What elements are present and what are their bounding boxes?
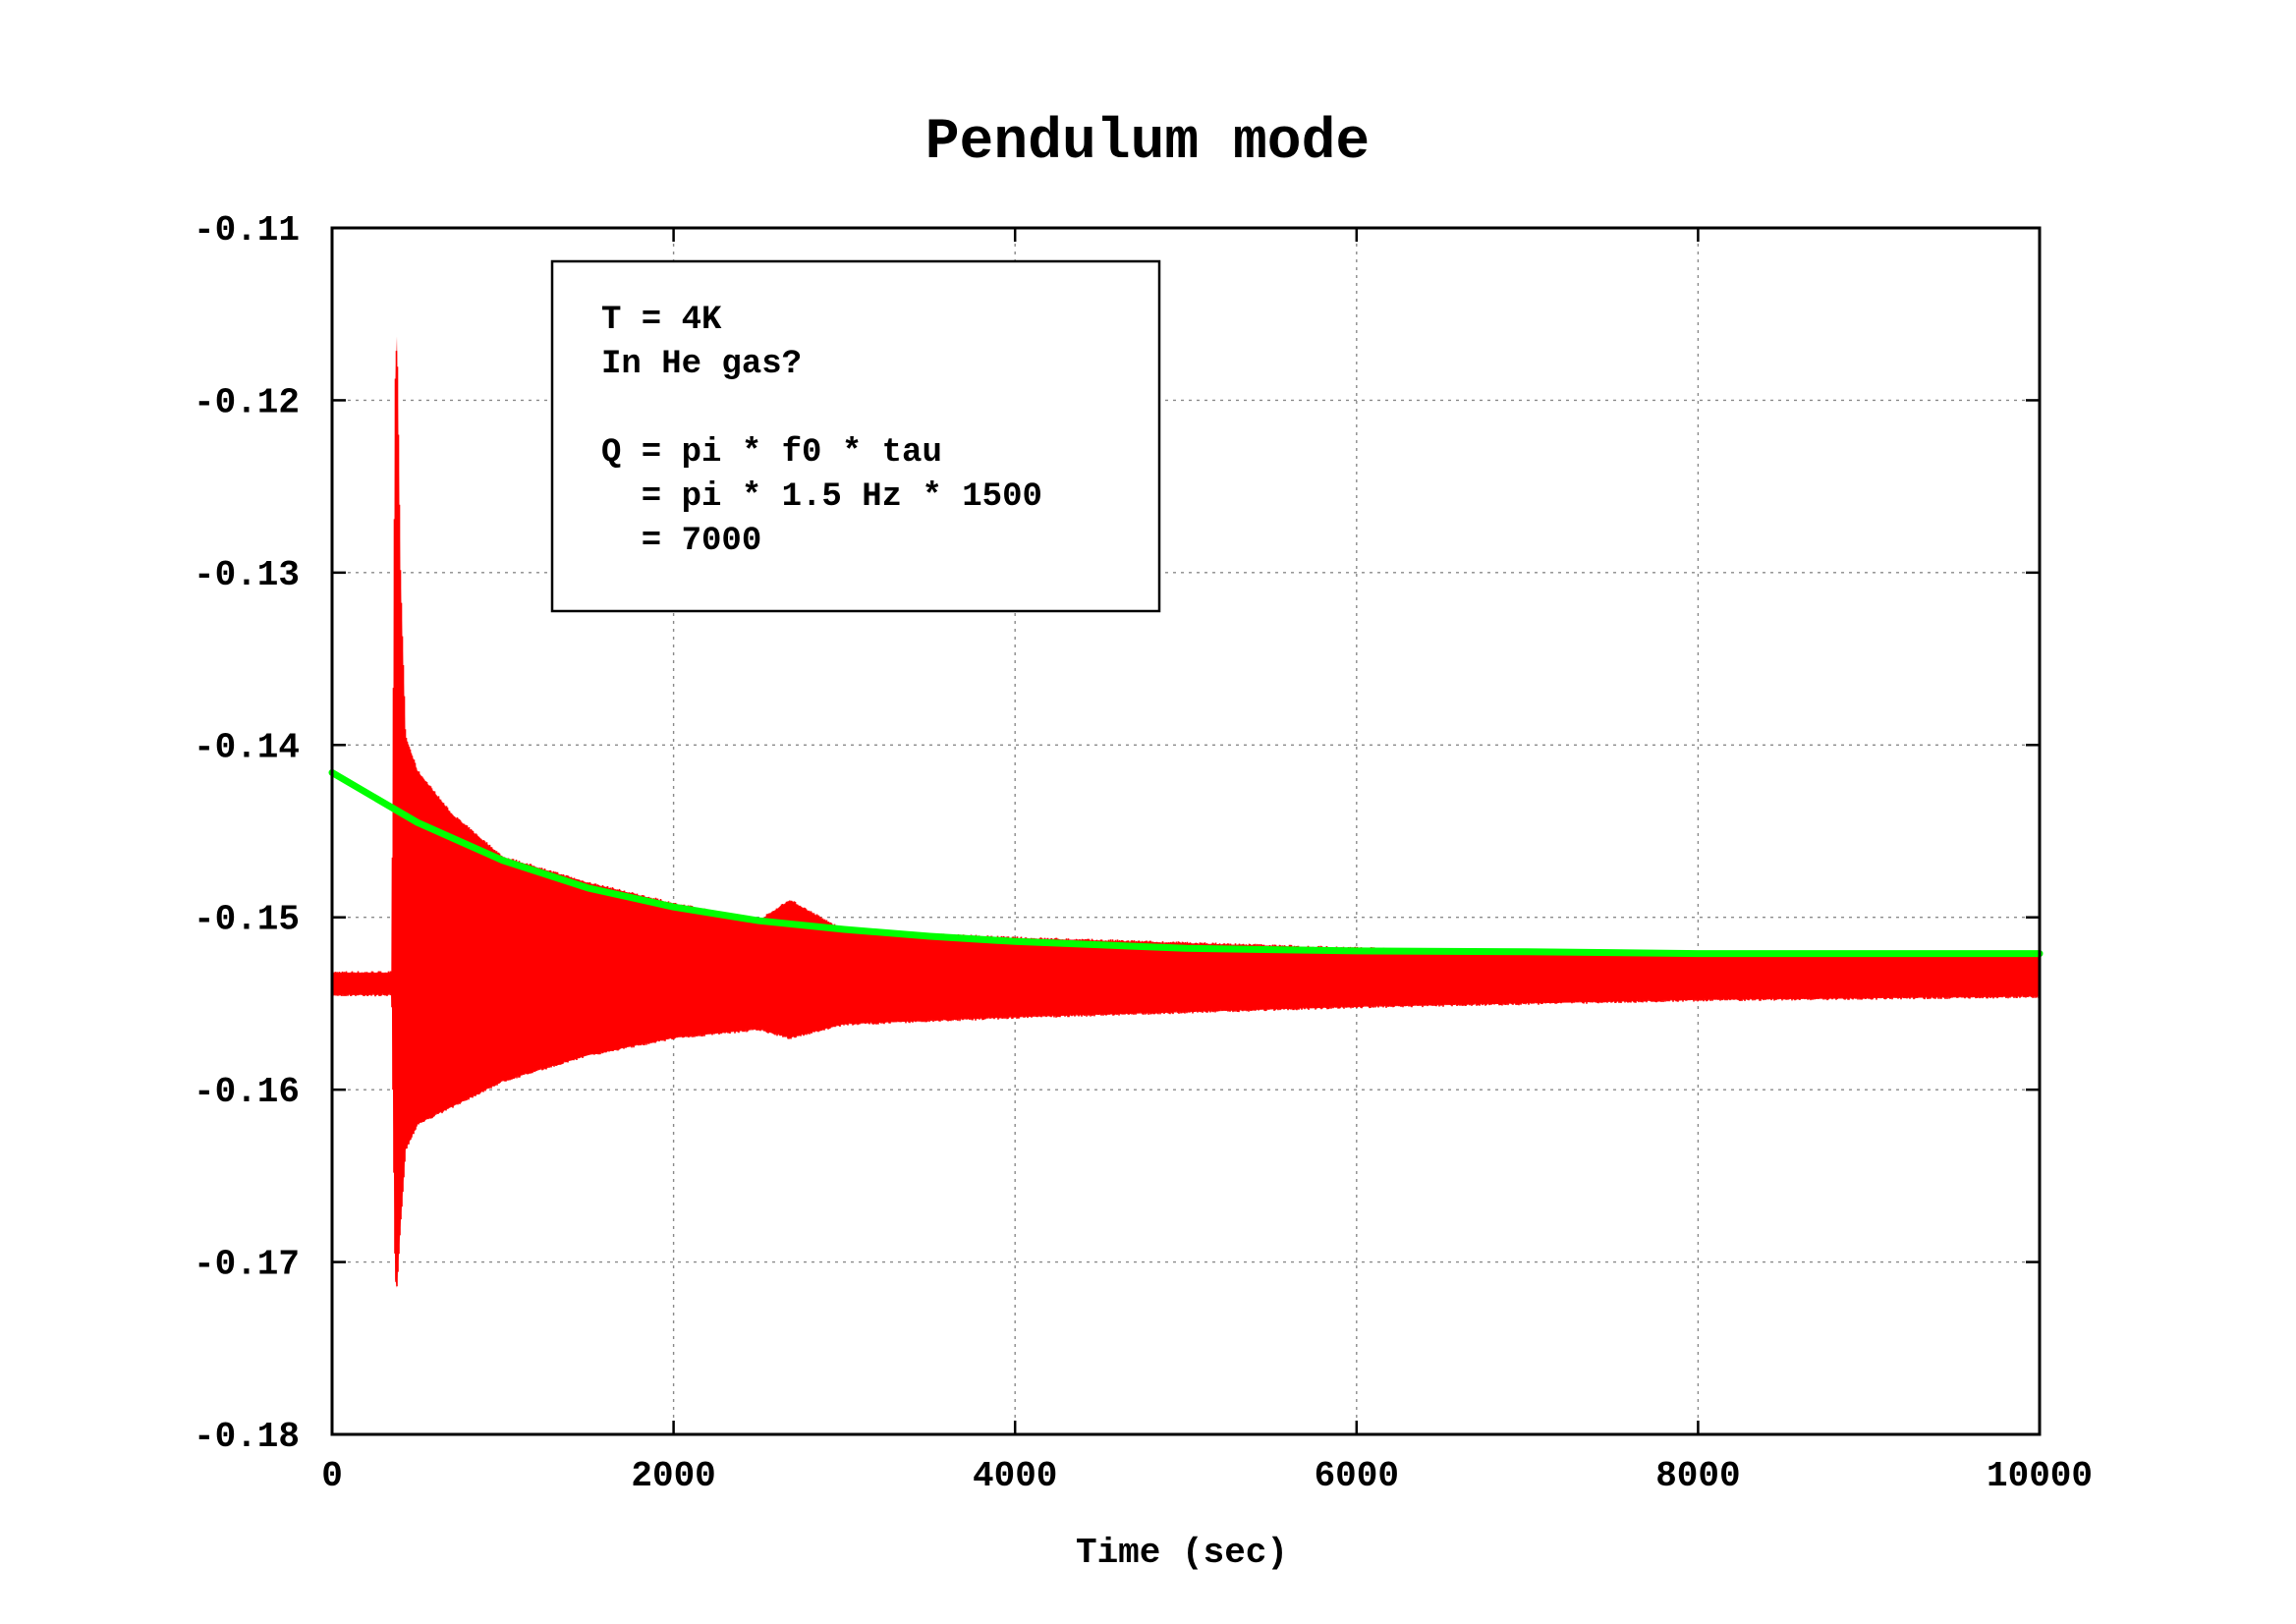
annotation-box: T = 4K In He gas? Q = pi * f0 * tau = pi *…: [550, 259, 1161, 613]
annotation-line: In He gas?: [601, 346, 802, 383]
x-tick-label: 0: [321, 1456, 343, 1496]
fit-curve: [328, 768, 2044, 958]
x-axis-title: Time (sec): [1076, 1533, 1288, 1573]
annotation-frame: [550, 259, 1161, 613]
axis-ticks: [330, 226, 2042, 1436]
y-tick-label: -0.16: [194, 1072, 300, 1112]
annotation-line: T = 4K: [601, 302, 722, 339]
y-tick-label: -0.17: [194, 1245, 300, 1285]
y-tick-label: -0.18: [194, 1417, 300, 1457]
x-tick-label: 6000: [1315, 1456, 1399, 1496]
x-tick-label: 4000: [973, 1456, 1057, 1496]
annotation-line: = 7000: [601, 523, 761, 560]
plot-series: [328, 336, 2044, 1288]
x-tick-label: 8000: [1655, 1456, 1740, 1496]
tick-labels: 0 2000 4000 6000 8000 10000 -0.11 -0.12 -0.13 -0.…: [194, 210, 2093, 1496]
y-tick-label: -0.15: [194, 900, 300, 940]
chart-title: Pendulum mode: [925, 111, 1370, 175]
annotation-line: = pi * 1.5 Hz * 1500: [601, 478, 1042, 516]
x-tick-label: 2000: [631, 1456, 715, 1496]
annotation-text: T = 4K In He gas? Q = pi * f0 * tau = pi *…: [601, 302, 1042, 560]
y-tick-label: -0.11: [194, 210, 300, 251]
y-tick-label: -0.14: [194, 727, 300, 767]
y-tick-label: -0.12: [194, 382, 300, 422]
x-tick-label: 10000: [1987, 1456, 2093, 1496]
plot-frame: [330, 226, 2042, 1436]
y-tick-label: -0.13: [194, 555, 300, 595]
annotation-line: Q = pi * f0 * tau: [601, 434, 942, 472]
